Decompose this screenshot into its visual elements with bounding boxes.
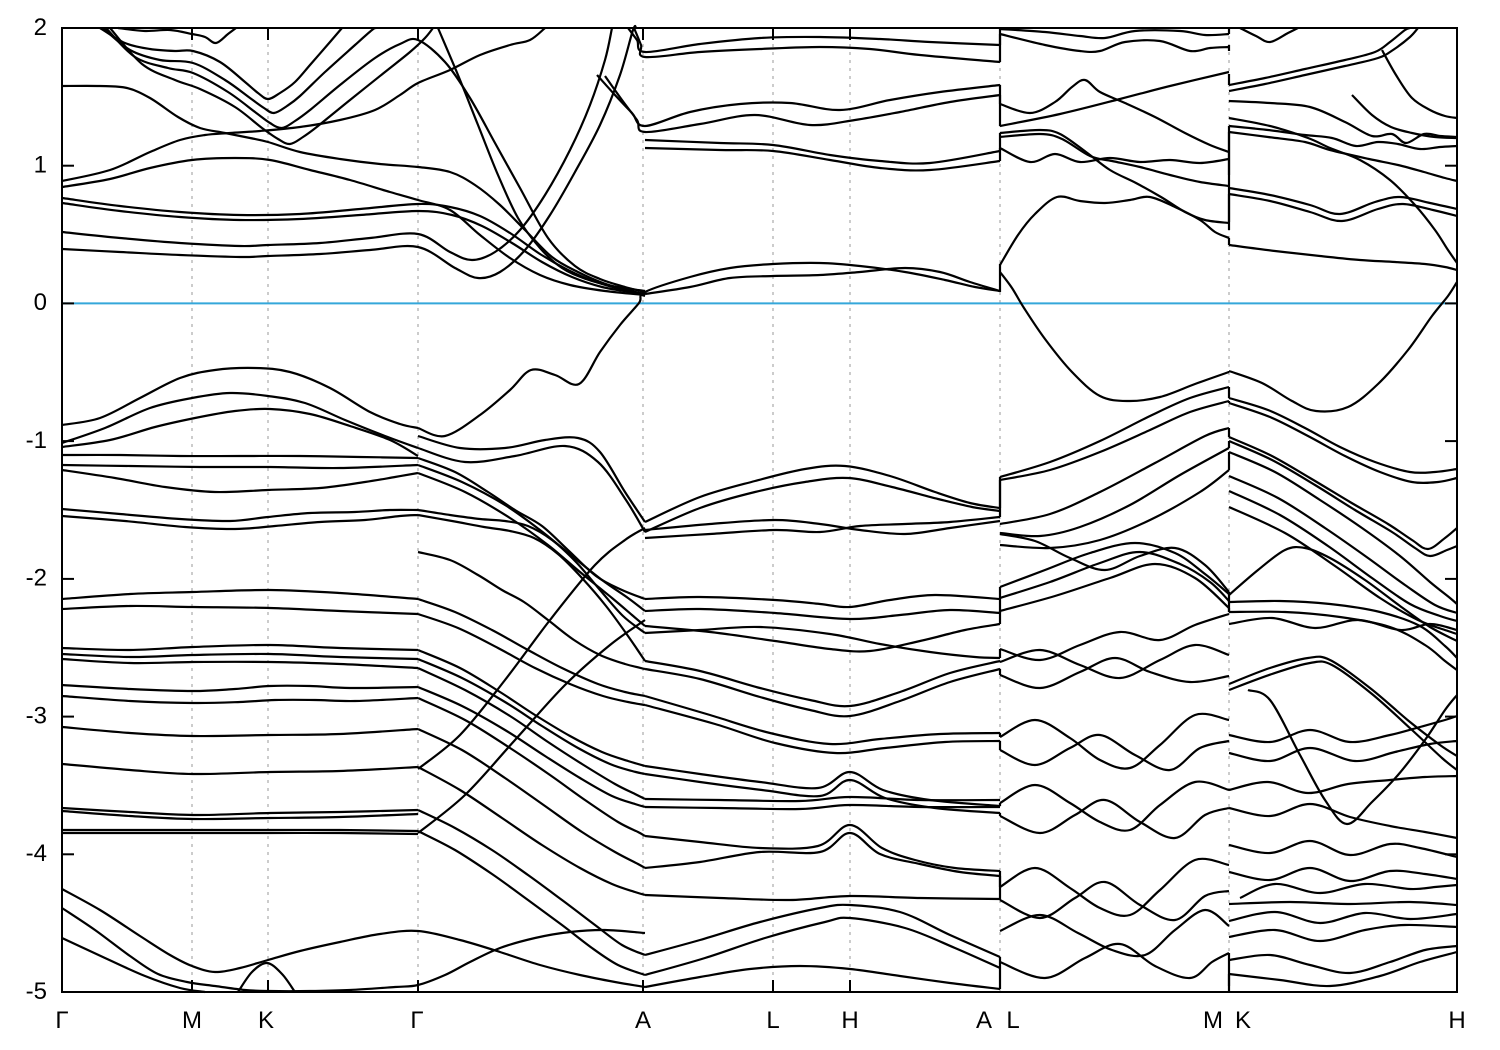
svg-text:M: M bbox=[182, 1007, 202, 1034]
svg-text:K: K bbox=[258, 1007, 274, 1034]
svg-text:Γ: Γ bbox=[410, 1007, 423, 1034]
svg-text:2: 2 bbox=[34, 14, 47, 41]
svg-text:Γ: Γ bbox=[55, 1007, 68, 1034]
svg-text:-4: -4 bbox=[26, 840, 47, 867]
svg-text:1: 1 bbox=[34, 152, 47, 179]
svg-text:H: H bbox=[841, 1007, 858, 1034]
svg-text:A: A bbox=[976, 1007, 992, 1034]
svg-text:-5: -5 bbox=[26, 978, 47, 1005]
svg-text:M: M bbox=[1203, 1007, 1223, 1034]
svg-text:-2: -2 bbox=[26, 565, 47, 592]
svg-text:H: H bbox=[1448, 1007, 1465, 1034]
svg-text:-3: -3 bbox=[26, 702, 47, 729]
svg-text:-1: -1 bbox=[26, 427, 47, 454]
svg-text:L: L bbox=[766, 1007, 779, 1034]
svg-text:A: A bbox=[635, 1007, 651, 1034]
svg-text:K: K bbox=[1235, 1007, 1251, 1034]
svg-text:0: 0 bbox=[34, 289, 47, 316]
svg-text:L: L bbox=[1006, 1007, 1019, 1034]
